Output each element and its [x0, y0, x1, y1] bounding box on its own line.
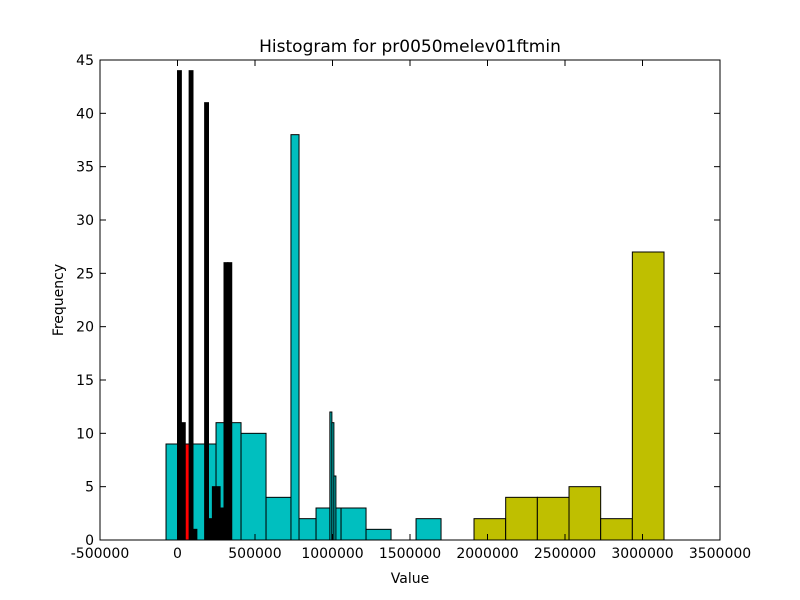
- y-tick-label: 10: [76, 426, 94, 442]
- bar: [568, 486, 602, 540]
- y-tick-label: 45: [76, 53, 94, 69]
- chart-title: Histogram for pr0050melev01ftmin: [259, 37, 561, 57]
- bar: [211, 486, 217, 540]
- bar: [180, 422, 186, 540]
- x-tick-label: 500000: [228, 546, 281, 562]
- plot-area: [165, 70, 665, 540]
- bar: [340, 507, 367, 540]
- bar: [600, 518, 633, 540]
- x-tick-label: 1000000: [301, 546, 363, 562]
- bar: [227, 262, 233, 540]
- bar: [631, 251, 665, 540]
- y-tick-label: 30: [76, 213, 94, 229]
- y-tick-label: 5: [85, 480, 94, 496]
- bar: [192, 528, 198, 540]
- bar: [223, 262, 229, 540]
- bar: [188, 70, 194, 540]
- bar: [315, 507, 342, 540]
- bar: [208, 518, 213, 540]
- x-tick-label: 0: [173, 546, 182, 562]
- y-tick-label: 20: [76, 320, 94, 336]
- y-tick-label: 35: [76, 160, 94, 176]
- y-axis-label: Frequency: [51, 264, 67, 336]
- bar: [473, 518, 507, 540]
- bar: [204, 102, 209, 540]
- bar: [365, 528, 392, 540]
- x-axis-label: Value: [391, 571, 429, 587]
- x-tick-label: 3500000: [689, 546, 751, 562]
- bar: [333, 475, 337, 540]
- bar: [415, 518, 442, 540]
- x-tick-label: 2000000: [456, 546, 518, 562]
- y-tick-label: 15: [76, 373, 94, 389]
- bar: [290, 134, 300, 540]
- bar: [505, 496, 538, 540]
- bar: [536, 496, 570, 540]
- x-tick-label: 3000000: [611, 546, 673, 562]
- y-tick-label: 40: [76, 106, 94, 122]
- x-tick-label: 2500000: [534, 546, 596, 562]
- x-tick-label: -500000: [71, 546, 130, 562]
- bar: [177, 70, 182, 540]
- bar: [265, 496, 292, 540]
- y-tick-label: 0: [85, 533, 94, 549]
- bar: [219, 507, 225, 540]
- x-tick-label: 1500000: [379, 546, 441, 562]
- bar: [215, 486, 221, 540]
- bar: [240, 432, 267, 540]
- y-tick-label: 25: [76, 266, 94, 282]
